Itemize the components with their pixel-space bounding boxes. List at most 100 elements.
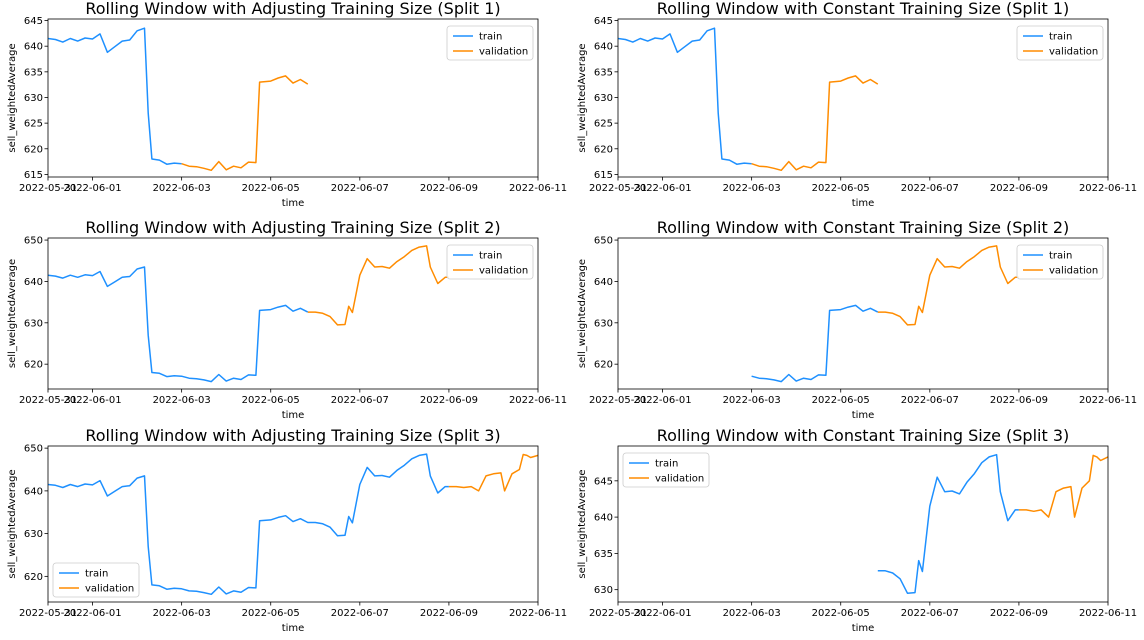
y-tick-label: 650 (24, 236, 43, 247)
axes-frame (47, 18, 539, 178)
legend: train validation (622, 452, 710, 488)
x-tick-label: 2022-06-03 (153, 183, 211, 194)
y-tick-label: 630 (594, 93, 613, 104)
x-tick-label: 2022-06-01 (63, 608, 121, 619)
x-tick-label: 2022-06-07 (901, 608, 959, 619)
series-line-validation (181, 75, 309, 172)
x-tick-label: 2022-06-01 (63, 395, 121, 406)
y-axis-label: sell_weightedAverage (577, 469, 588, 578)
y-tick-label: 635 (594, 549, 613, 560)
x-tick-label: 2022-05-31 (19, 608, 77, 619)
legend: train validation (446, 244, 534, 280)
y-tick-label: 640 (24, 486, 43, 497)
x-tick-label: 2022-06-09 (420, 395, 478, 406)
x-tick-label: 2022-06-11 (509, 183, 567, 194)
series-line-validation (751, 75, 879, 172)
chart-panel: Rolling Window with Constant Training Si… (577, 0, 1137, 209)
legend-label: validation (85, 584, 134, 595)
x-axis-label: time (852, 198, 875, 209)
axes-frame (617, 445, 1109, 603)
y-tick-label: 645 (24, 16, 43, 27)
x-tick-label: 2022-06-05 (242, 608, 300, 619)
y-tick-label: 625 (24, 119, 43, 130)
x-tick-label: 2022-06-09 (990, 183, 1048, 194)
x-tick-label: 2022-06-03 (153, 608, 211, 619)
x-tick-label: 2022-05-31 (589, 183, 647, 194)
x-tick-label: 2022-06-07 (331, 608, 389, 619)
y-tick-label: 615 (594, 170, 613, 181)
x-tick-label: 2022-06-01 (633, 608, 691, 619)
x-tick-label: 2022-06-11 (1079, 395, 1137, 406)
axes-frame (617, 18, 1109, 178)
x-tick-label: 2022-05-31 (589, 608, 647, 619)
y-tick-label: 625 (594, 119, 613, 130)
legend-label: train (85, 569, 108, 580)
y-tick-label: 615 (24, 170, 43, 181)
y-tick-label: 650 (24, 444, 43, 455)
legend-label: train (479, 32, 502, 43)
x-tick-label: 2022-06-05 (812, 608, 870, 619)
x-tick-label: 2022-06-01 (633, 395, 691, 406)
legend-label: validation (1049, 266, 1098, 277)
x-tick-label: 2022-05-31 (19, 395, 77, 406)
y-axis-label: sell_weightedAverage (577, 43, 588, 152)
series-line-validation (877, 245, 1019, 326)
y-tick-label: 620 (24, 572, 43, 583)
y-tick-label: 640 (594, 42, 613, 53)
y-tick-label: 620 (24, 144, 43, 155)
chart-title: Rolling Window with Constant Training Si… (657, 218, 1070, 237)
legend-label: train (1049, 251, 1072, 262)
series-line-train (47, 266, 309, 383)
y-axis-label: sell_weightedAverage (7, 259, 18, 368)
y-tick-label: 620 (594, 360, 613, 371)
x-tick-label: 2022-06-11 (509, 395, 567, 406)
legend: train validation (1016, 244, 1104, 280)
x-axis-label: time (282, 198, 305, 209)
series-line-train (47, 453, 449, 596)
y-tick-label: 635 (24, 67, 43, 78)
y-tick-label: 630 (594, 585, 613, 596)
x-tick-label: 2022-06-01 (633, 183, 691, 194)
series-line-validation (448, 453, 539, 492)
chart-panel: Rolling Window with Adjusting Training S… (7, 0, 567, 209)
series-line-validation (1018, 454, 1109, 518)
y-axis-label: sell_weightedAverage (577, 259, 588, 368)
y-tick-label: 620 (24, 360, 43, 371)
y-axis-label: sell_weightedAverage (7, 43, 18, 152)
axes-frame (617, 237, 1109, 390)
y-tick-label: 650 (594, 236, 613, 247)
series-line-train (751, 304, 879, 383)
legend: train validation (1016, 25, 1104, 61)
y-axis-label: sell_weightedAverage (7, 469, 18, 578)
series-line-train (877, 453, 1019, 595)
x-tick-label: 2022-06-05 (242, 183, 300, 194)
chart-title: Rolling Window with Constant Training Si… (657, 0, 1070, 18)
x-tick-label: 2022-06-01 (63, 183, 121, 194)
y-tick-label: 645 (594, 16, 613, 27)
x-tick-label: 2022-06-03 (723, 608, 781, 619)
x-tick-label: 2022-06-07 (901, 183, 959, 194)
x-tick-label: 2022-06-03 (723, 395, 781, 406)
x-axis-label: time (282, 623, 305, 634)
series-line-train (617, 27, 752, 165)
x-axis-label: time (852, 623, 875, 634)
x-tick-label: 2022-06-03 (723, 183, 781, 194)
legend-label: train (1049, 32, 1072, 43)
axes-frame (47, 237, 539, 390)
series-line-train (47, 27, 182, 165)
x-tick-label: 2022-06-09 (990, 608, 1048, 619)
chart-panel: Rolling Window with Constant Training Si… (577, 218, 1137, 421)
x-tick-label: 2022-06-11 (1079, 608, 1137, 619)
legend-label: validation (479, 47, 528, 58)
x-tick-label: 2022-06-07 (331, 395, 389, 406)
chart-title: Rolling Window with Adjusting Training S… (85, 218, 500, 237)
y-tick-label: 630 (24, 318, 43, 329)
chart-panel: Rolling Window with Adjusting Training S… (7, 426, 567, 634)
x-axis-label: time (282, 410, 305, 421)
chart-title: Rolling Window with Adjusting Training S… (85, 0, 500, 18)
y-tick-label: 645 (594, 476, 613, 487)
legend-label: validation (479, 266, 528, 277)
x-tick-label: 2022-06-09 (420, 183, 478, 194)
x-tick-label: 2022-05-31 (19, 183, 77, 194)
